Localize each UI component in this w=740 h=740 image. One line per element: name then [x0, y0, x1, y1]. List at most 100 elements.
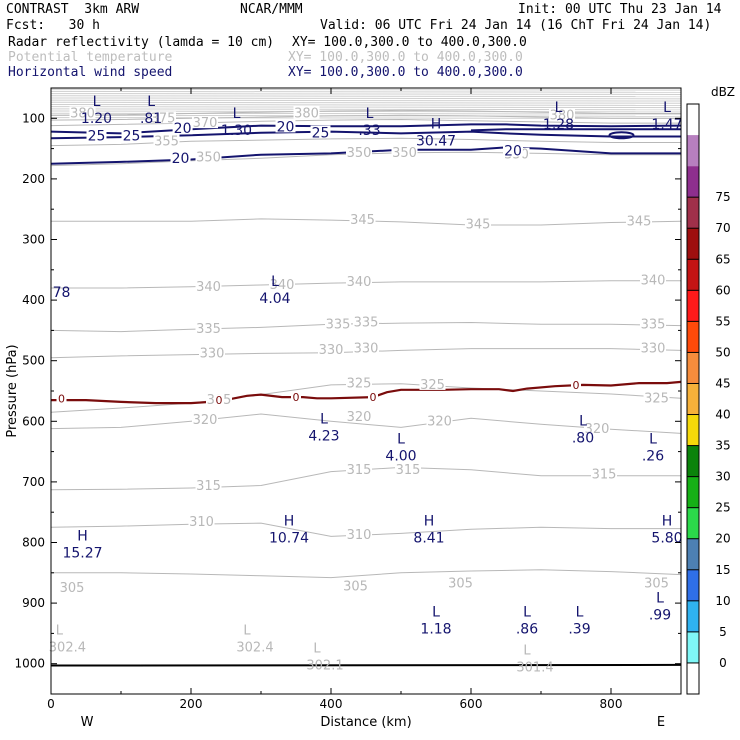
- theta-label: 345: [466, 217, 491, 232]
- header-model: CONTRAST 3km ARW: [6, 2, 140, 17]
- theta-label-bg: [640, 341, 666, 354]
- reflectivity-label: 0: [216, 394, 223, 407]
- wind-extremum-marker: L: [397, 432, 405, 448]
- y-tick-label: 400: [22, 293, 45, 307]
- theta-label-bg: [188, 514, 215, 527]
- wind-extremum-value: 1.18: [420, 621, 451, 637]
- theta-label: 380: [70, 106, 95, 121]
- theta-extremum-marker: L: [243, 623, 251, 638]
- colorbar-swatch: [687, 228, 699, 260]
- colorbar-label: 70: [715, 221, 730, 235]
- wind-extremum-value: .99: [649, 607, 671, 623]
- wind-extremum-value: .39: [568, 621, 590, 637]
- theta-label: 320: [193, 413, 218, 428]
- y-tick-label: 100: [22, 111, 45, 125]
- theta-extremum-marker: L: [523, 643, 531, 658]
- theta-label-bg: [349, 213, 376, 226]
- header-valid: Valid: 06 UTC Fri 24 Jan 14 (16 ChT Fri …: [320, 18, 712, 33]
- wind-extremum-marker: L: [576, 604, 584, 620]
- theta-label-bg: [353, 341, 379, 354]
- theta-label: 375: [151, 111, 176, 126]
- colorbar-swatch: [687, 321, 699, 353]
- theta-label-bg: [584, 422, 610, 435]
- colorbar-swatch: [687, 662, 699, 694]
- colorbar-label: 10: [715, 594, 730, 608]
- wind-label-bg: [121, 128, 142, 142]
- theta-label-bg: [325, 317, 351, 330]
- theta-label: 315: [396, 463, 421, 478]
- theta-label-bg: [195, 322, 222, 335]
- theta-band-line: [51, 110, 681, 113]
- colorbar-swatch: [687, 135, 699, 167]
- theta-label-bg: [591, 467, 617, 480]
- theta-label: 330: [200, 346, 225, 361]
- theta-label-bg: [346, 528, 372, 541]
- reflectivity-label-bg: [291, 391, 301, 403]
- theta-contour-370: [51, 118, 681, 127]
- colorbar-swatch: [687, 259, 699, 291]
- reflectivity-label: 0: [293, 391, 300, 404]
- wind-extremum-marker: H: [662, 513, 673, 529]
- wind-extremum-marker: H: [284, 513, 295, 529]
- theta-extremum-value: 302.1: [306, 659, 343, 674]
- wind-extremum-value: 4.00: [385, 449, 416, 465]
- wind-label-bg: [172, 121, 193, 135]
- y-tick-label: 800: [22, 536, 45, 550]
- colorbar-label: 15: [715, 563, 730, 577]
- theta-label-bg: [549, 108, 575, 121]
- header-org: NCAR/MMM: [240, 2, 303, 17]
- theta-label-bg: [643, 576, 670, 589]
- field-wind-name: Horizontal wind speed: [8, 65, 173, 80]
- colorbar-label: 20: [715, 532, 730, 546]
- theta-label-bg: [69, 106, 96, 119]
- theta-band-line: [51, 97, 681, 100]
- colorbar-label: 35: [715, 439, 730, 453]
- y-tick-label: 1000: [14, 657, 45, 671]
- theta-label-bg: [643, 391, 670, 404]
- theta-label: 305: [343, 580, 368, 595]
- wind-extremum-value: 1.28: [543, 117, 574, 133]
- wind-label: 25: [312, 125, 330, 141]
- theta-label-bg: [346, 145, 372, 158]
- wind-extremum-marker: L: [432, 604, 440, 620]
- wind-label: 25: [123, 128, 141, 144]
- wind-extremum-marker: L: [656, 590, 664, 606]
- x-tick-label: 800: [600, 697, 623, 711]
- reflectivity-label-bg: [571, 378, 581, 390]
- x-tick-label: 600: [460, 697, 483, 711]
- theta-label-bg: [150, 111, 176, 124]
- theta-contour-305: [51, 569, 681, 579]
- theta-label: 315: [196, 479, 221, 494]
- theta-label: 330: [354, 342, 379, 357]
- theta-extremum-value: 302.4: [49, 640, 86, 655]
- colorbar-label: 25: [715, 501, 730, 515]
- theta-label: 355: [154, 134, 179, 149]
- theta-label: 350: [347, 146, 372, 161]
- header-init: Init: 00 UTC Thu 23 Jan 14: [518, 2, 722, 17]
- theta-label: 335: [196, 322, 221, 337]
- y-tick-label: 300: [22, 233, 45, 247]
- theta-band-line: [51, 101, 681, 104]
- theta-label: 345: [350, 213, 375, 228]
- colorbar-label: 30: [715, 470, 730, 484]
- colorbar-swatch: [687, 352, 699, 384]
- theta-label: 340: [641, 274, 666, 289]
- theta-label: 320: [427, 414, 452, 429]
- colorbar-swatch: [687, 445, 699, 477]
- colorbar-swatch: [687, 600, 699, 632]
- field-reflectivity-name: Radar reflectivity (lamda = 10 cm): [8, 35, 275, 50]
- theta-band-line: [51, 95, 681, 98]
- colorbar-label: 5: [719, 625, 727, 639]
- theta-label: 305: [644, 577, 669, 592]
- wind-extremum-marker: L: [649, 432, 657, 448]
- theta-label-bg: [346, 462, 372, 475]
- wind-extremum-marker: L: [93, 94, 101, 110]
- theta-label: 350: [392, 146, 417, 161]
- theta-label-bg: [269, 277, 295, 290]
- theta-label-bg: [293, 106, 320, 119]
- reflectivity-label: 0: [58, 392, 65, 405]
- field-theta-name: Potential temperature: [8, 50, 173, 65]
- reflectivity-label: 0: [370, 391, 377, 404]
- theta-band-line: [51, 88, 681, 91]
